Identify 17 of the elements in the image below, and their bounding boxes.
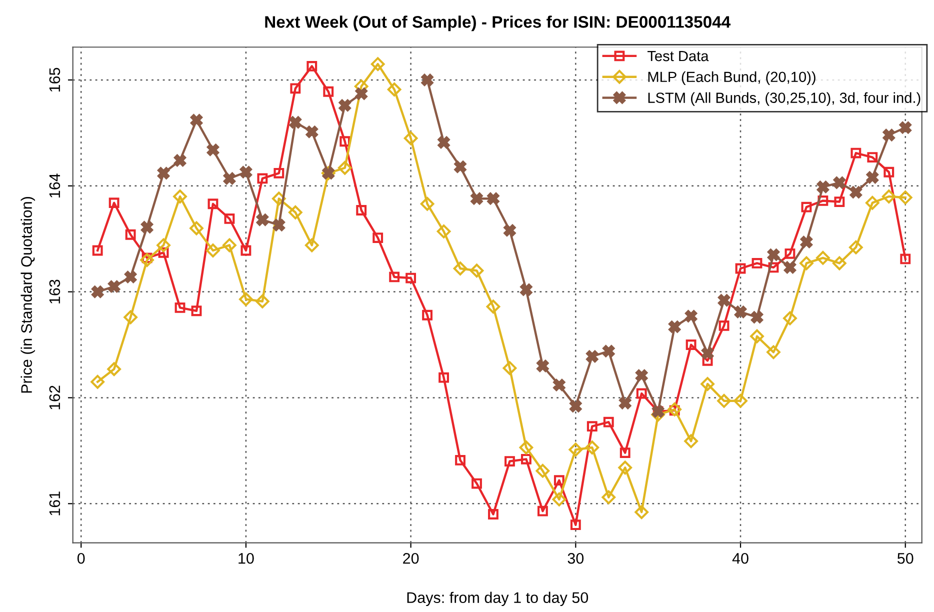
x-tick-label: 10: [238, 552, 254, 564]
y-tick-label: 161: [49, 492, 60, 516]
x-tick-label: 30: [568, 552, 584, 564]
x-tick-label: 50: [897, 552, 914, 564]
legend-label: LSTM (All Bunds, (30,25,10), 3d, four ind.): [648, 92, 920, 106]
legend-label: Test Data: [647, 51, 709, 62]
x-axis-title: Days: from day 1 to day 50: [407, 592, 588, 606]
x-tick-label: 40: [732, 552, 748, 564]
y-tick-label: 164: [49, 174, 60, 198]
chart-title: Next Week (Out of Sample) - Prices for ISIN: DE0001135044: [265, 16, 731, 32]
y-tick-label: 162: [49, 386, 60, 410]
x-tick-label: 20: [403, 552, 419, 564]
legend-label: MLP (Each Bund, (20,10)): [648, 71, 816, 85]
x-tick-label: 0: [77, 552, 85, 564]
y-tick-label: 163: [49, 280, 60, 304]
y-tick-label: 165: [49, 68, 60, 92]
y-axis-title: Price (in Standard Quotation): [20, 196, 35, 393]
